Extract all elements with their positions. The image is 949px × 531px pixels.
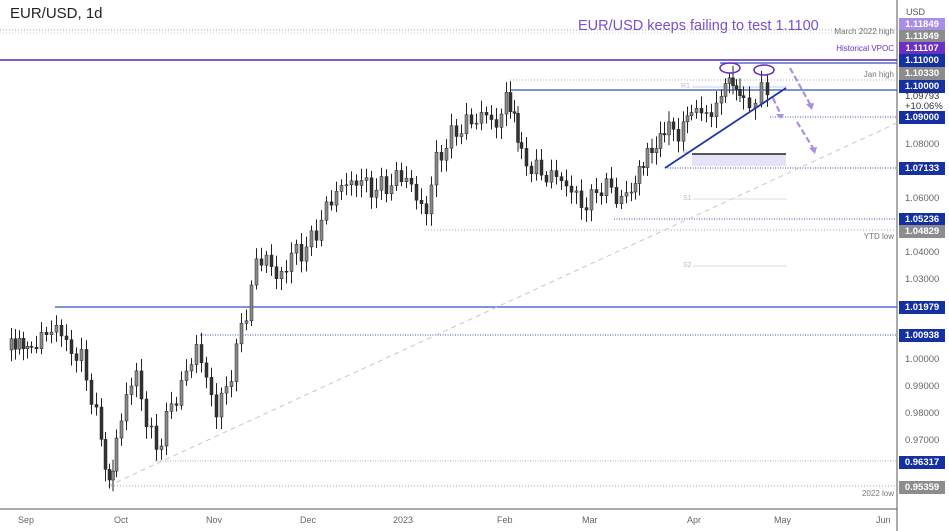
label-ytd-low: YTD low [863,232,894,241]
label-2022-low: 2022 low [861,489,894,498]
arrow-mid-down [789,67,811,105]
arrowhead-long-icon [809,147,817,154]
chart-annotation-headline: EUR/USD keeps failing to test 1.1100 [578,18,819,34]
month-label: Oct [114,515,129,525]
badge-level-1-10000: 1.10000 [899,80,945,93]
month-label: Jun [876,515,891,525]
last-change-percent: +10.06% [905,101,943,112]
last-price: 1.09793 [905,91,940,102]
price-tick: 1.03000 [905,274,940,285]
badge-jan-high: 1.10330 [899,67,945,80]
badge-march-2022-high: 1.11849 [899,30,945,43]
month-label: 2023 [393,515,414,525]
month-label: Apr [687,515,702,525]
price-axis-unit: USD [906,7,926,17]
price-tick: 0.98000 [905,408,940,419]
chart-title: EUR/USD, 1d [10,5,103,22]
month-label: Sep [18,515,35,525]
price-tick: 1.00000 [905,354,940,365]
badge-historical-vpoc: 1.11107 [899,42,945,55]
label-jan-high: Jan high [863,70,894,79]
shaded-support-zone [692,154,786,166]
month-label: Dec [300,515,317,525]
pivot-s1-label: S1 [683,195,692,202]
pivot-s2-label: S2 [683,262,692,269]
label-march-2022-high: March 2022 high [834,27,894,36]
badge-level-0-96317: 0.96317 [899,456,945,469]
price-tick: 0.99000 [905,381,940,392]
long-term-trendline [107,122,898,487]
candlestick-series [9,65,770,492]
price-tick: 1.04000 [905,247,940,258]
month-label: Feb [497,515,513,525]
rising-trendline [664,87,787,169]
pivot-r1-label: R1 [681,83,690,90]
badge-level-1-09000: 1.09000 [899,111,945,124]
badge-march-2022-high-top: 1.11849 [899,18,945,31]
month-label: Nov [206,515,223,525]
month-label: Mar [582,515,598,525]
month-label: May [774,515,792,525]
arrow-short-down [772,97,781,114]
label-historical-vpoc: Historical VPOC [836,44,894,53]
badge-level-1-07133: 1.07133 [899,162,945,175]
badge-level-1-01979: 1.01979 [899,301,945,314]
price-tick: 0.97000 [905,435,940,446]
badge-level-1-11000: 1.11000 [899,54,945,67]
price-tick: 1.06000 [905,193,940,204]
projection-arrows [772,67,814,149]
arrow-long-down [796,121,814,149]
badge-ytd-low: 1.04829 [899,225,945,238]
price-tick: 1.08000 [905,139,940,150]
badge-level-1-00938: 1.00938 [899,329,945,342]
failed-test-ellipse-2 [753,64,775,76]
arrowhead-short-icon [776,114,784,119]
pivot-p-label: P [683,150,688,157]
failed-test-ellipse-1 [719,62,741,74]
badge-2022-low: 0.95359 [899,481,945,494]
arrowhead-mid-icon [806,103,814,110]
badge-level-1-05236: 1.05236 [899,213,945,226]
